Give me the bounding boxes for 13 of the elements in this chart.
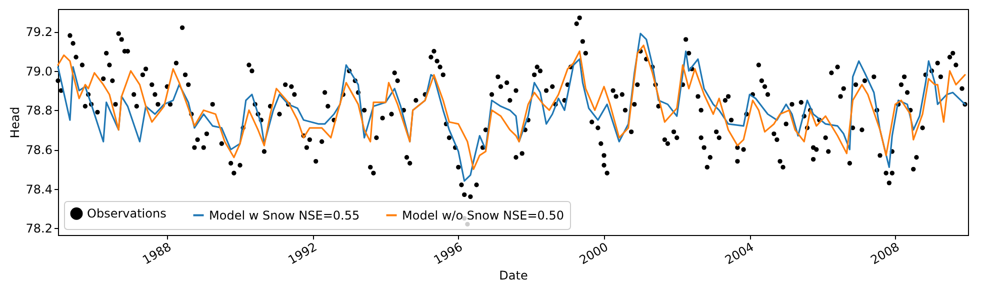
y-tick-label: 78.8 <box>26 104 52 118</box>
y-axis-title: Head <box>8 106 22 138</box>
y-tick-label: 78.2 <box>26 222 52 236</box>
y-tick-label: 78.4 <box>26 182 52 196</box>
legend-label: Model w/o Snow NSE=0.50 <box>402 208 564 222</box>
line-series <box>57 32 966 182</box>
y-tick-label: 79.2 <box>26 25 52 40</box>
x-axis-title: Date <box>499 268 528 282</box>
line-series <box>57 44 966 170</box>
y-tick-label: 78.6 <box>26 143 52 158</box>
legend-label: Observations <box>87 206 166 221</box>
legend-label: Model w Snow NSE=0.55 <box>209 208 360 222</box>
y-tick-label: 79.0 <box>26 64 52 78</box>
